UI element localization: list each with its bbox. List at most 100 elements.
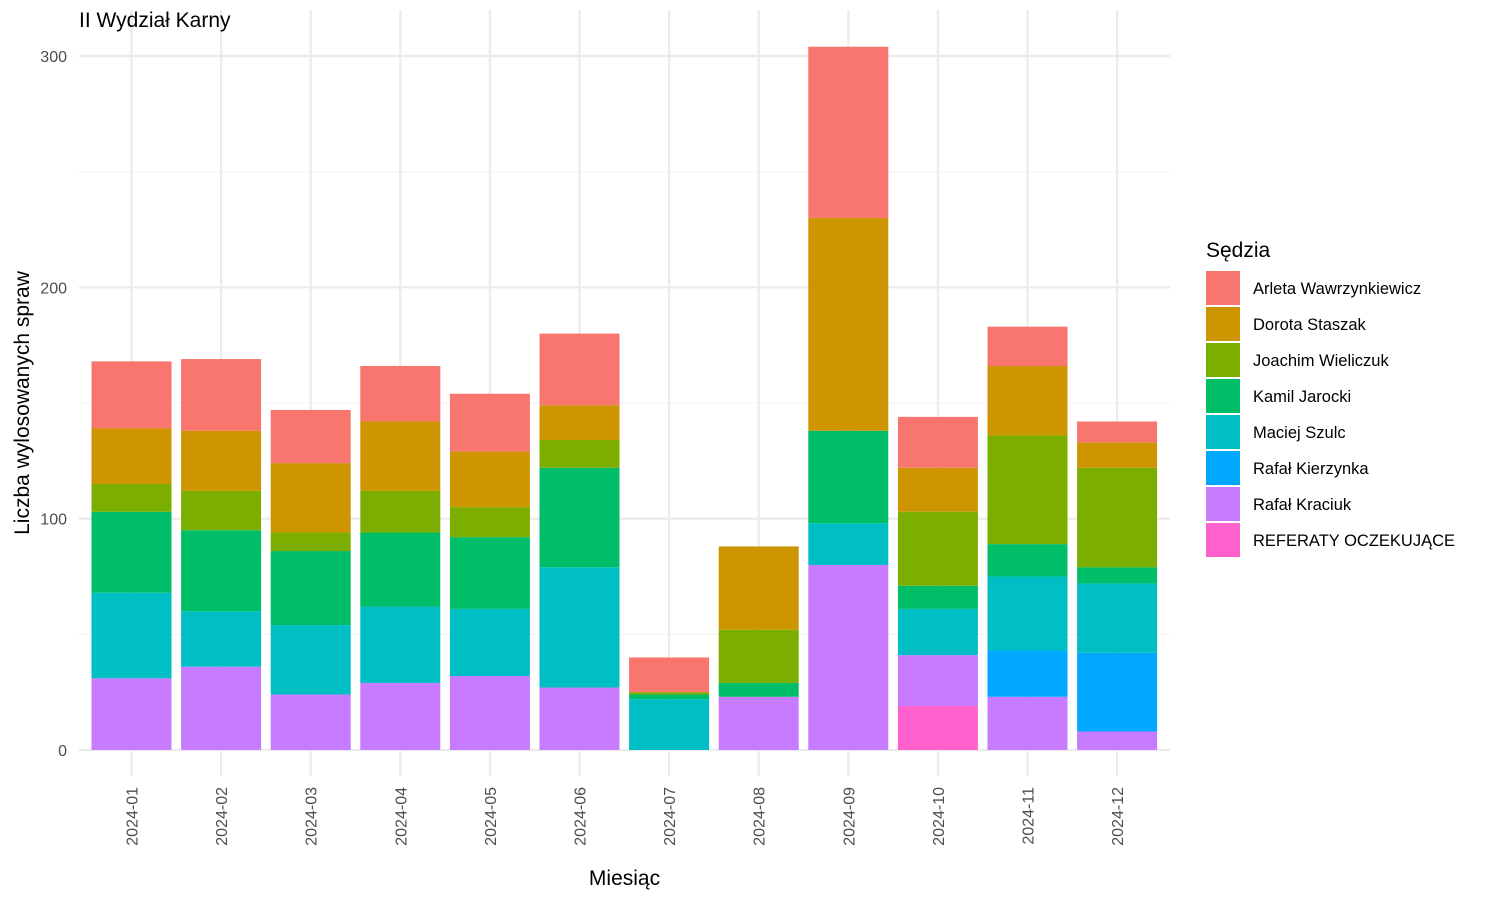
legend-key (1206, 487, 1240, 521)
x-tick-label: 2024-11 (1021, 787, 1038, 845)
legend-label: Rafał Kierzynka (1253, 460, 1369, 478)
bar-segment (987, 576, 1068, 651)
bar-segment (91, 678, 172, 750)
x-tick-label: 2024-12 (1110, 787, 1127, 846)
bar-segment (539, 687, 620, 750)
bar-segment (270, 551, 351, 626)
bar-segment (1077, 583, 1158, 653)
chart-title: II Wydział Karny (79, 9, 231, 32)
bar-segment (539, 567, 620, 688)
bar-segment (91, 511, 172, 593)
bar-segment (270, 463, 351, 533)
bar-segment (181, 530, 262, 612)
bar-segment (718, 546, 799, 630)
x-tick-label: 2024-02 (214, 787, 231, 846)
x-tick-label: 2024-03 (304, 787, 321, 846)
bar-segment (897, 608, 978, 656)
legend-key (1206, 379, 1240, 413)
x-tick-label: 2024-10 (931, 787, 948, 846)
bar-segment (449, 393, 530, 452)
bar-segment (808, 46, 889, 218)
y-tick-label: 200 (40, 280, 67, 297)
bar-segment (539, 333, 620, 406)
legend-key (1206, 523, 1240, 557)
bar-segment (360, 490, 441, 533)
legend-label: Dorota Staszak (1253, 316, 1367, 334)
bar-segment (897, 467, 978, 512)
bar-segment (181, 359, 262, 431)
y-tick-label: 100 (40, 512, 67, 529)
bar-segment (360, 365, 441, 422)
legend-key (1206, 451, 1240, 485)
bar-segment (360, 606, 441, 683)
bar-segment (270, 409, 351, 464)
bar-segment (91, 361, 172, 429)
bar-segment (808, 564, 889, 750)
bar-segment (987, 365, 1068, 436)
x-axis-ticks: 2024-01 2024-02 2024-03 2024-04 2024-05 2024-… (125, 787, 1128, 846)
bar-segment (629, 657, 710, 693)
legend-label: Joachim Wieliczuk (1253, 352, 1389, 370)
legend-label: Arleta Wawrzynkiewicz (1253, 280, 1421, 298)
x-axis-title: Miesiąc (589, 867, 660, 890)
bar-segment (91, 592, 172, 679)
bar-segment (987, 650, 1068, 697)
bar-segment (91, 428, 172, 484)
legend-key (1206, 271, 1240, 305)
legend-label: Kamil Jarocki (1253, 388, 1351, 406)
bar-segment (449, 507, 530, 538)
y-axis-ticks: 0 100 200 300 (40, 49, 67, 760)
legend-key (1206, 415, 1240, 449)
bar-segment (808, 430, 889, 524)
legend-title: Sędzia (1206, 239, 1271, 262)
legend-label: REFERATY OCZEKUJĄCE (1253, 532, 1455, 550)
bar-segment (808, 217, 889, 431)
legend: Sędzia Arleta Wawrzynkiewicz Dorota Stasz… (1206, 239, 1455, 557)
bar-segment (1077, 421, 1158, 443)
x-tick-label: 2024-06 (573, 787, 590, 846)
x-tick-label: 2024-05 (483, 787, 500, 846)
bar-segment (987, 696, 1068, 750)
bar-segment (449, 451, 530, 508)
bar-segment (181, 666, 262, 750)
bar-segment (1077, 467, 1158, 568)
bar-segment (270, 532, 351, 552)
bar-segment (270, 625, 351, 695)
y-tick-label: 0 (58, 743, 67, 760)
x-tick-label: 2024-01 (125, 787, 142, 846)
bar-segment (91, 483, 172, 512)
bar-segment (987, 435, 1068, 545)
legend-key (1206, 343, 1240, 377)
bar-segment (808, 523, 889, 565)
bar-segment (987, 326, 1068, 366)
x-tick-label: 2024-09 (841, 787, 858, 846)
bar-segment (1077, 731, 1158, 750)
bar-segment (181, 490, 262, 531)
bar-segment (897, 511, 978, 586)
bars (91, 46, 1158, 750)
bar-segment (1077, 567, 1158, 584)
legend-label: Maciej Szulc (1253, 424, 1346, 442)
bar-segment (718, 682, 799, 697)
bar-segment (360, 682, 441, 750)
bar-segment (539, 467, 620, 568)
bar-segment (897, 585, 978, 609)
bar-segment (181, 430, 262, 491)
bar-segment (449, 675, 530, 750)
bar-segment (897, 655, 978, 707)
bar-segment (1077, 652, 1158, 732)
y-tick-label: 300 (40, 49, 67, 66)
x-tick-label: 2024-08 (752, 787, 769, 846)
bar-segment (718, 696, 799, 750)
bar-segment (539, 440, 620, 468)
bar-segment (360, 532, 441, 607)
legend-label: Rafał Kraciuk (1253, 496, 1352, 514)
bar-segment (360, 421, 441, 491)
bar-segment (629, 692, 710, 695)
legend-items: Arleta Wawrzynkiewicz Dorota Staszak Joach… (1206, 271, 1455, 557)
bar-segment (270, 694, 351, 750)
x-tick-label: 2024-04 (393, 787, 410, 846)
bar-segment (449, 537, 530, 609)
bar-segment (1077, 442, 1158, 468)
